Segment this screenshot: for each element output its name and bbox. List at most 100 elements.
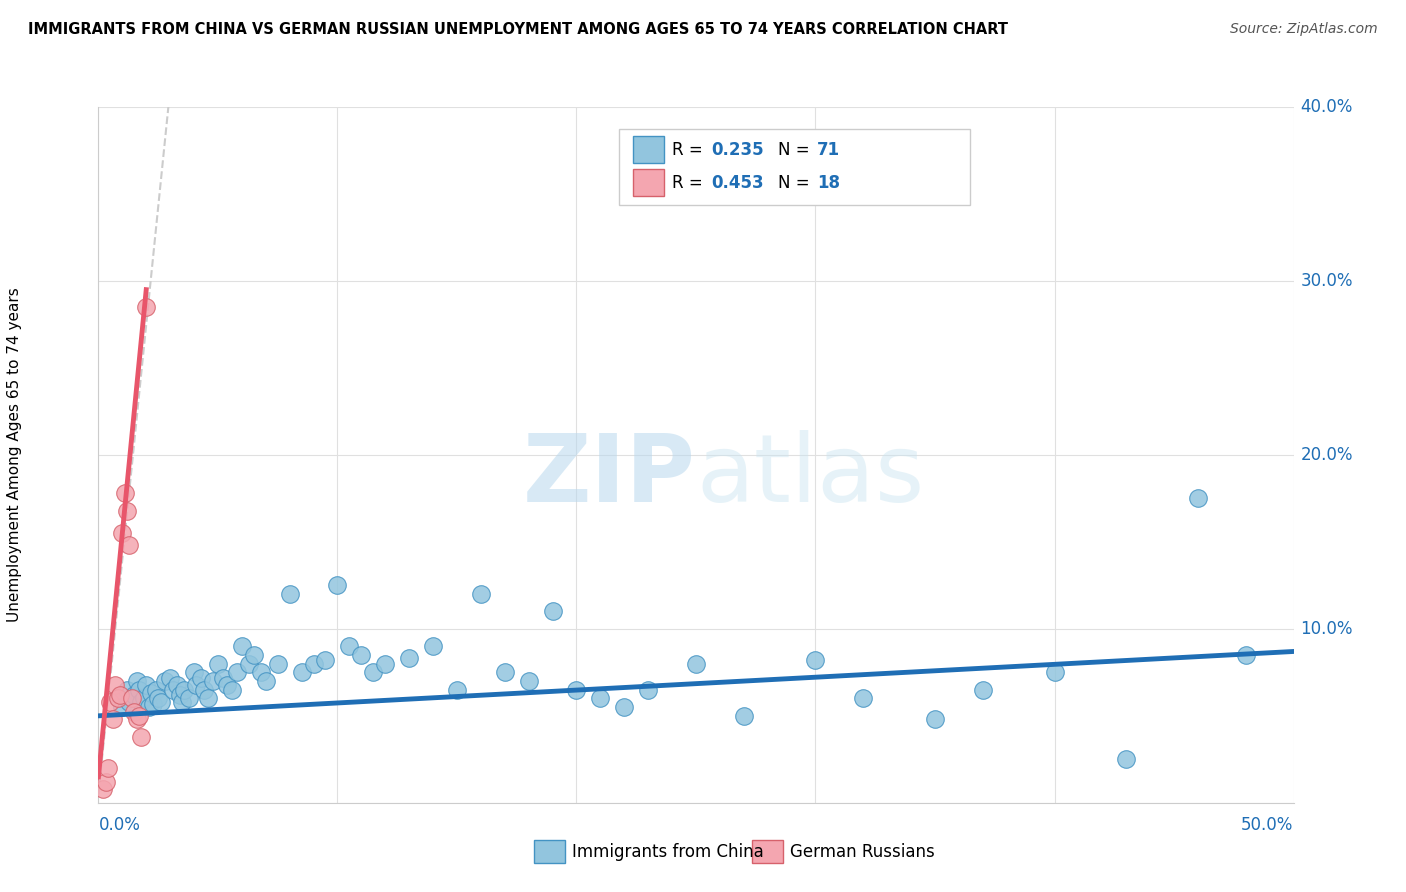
Point	[637, 682, 659, 697]
Point	[363, 665, 385, 680]
Point	[202, 674, 225, 689]
Point	[302, 657, 325, 671]
Point	[115, 682, 138, 697]
Text: R =: R =	[672, 141, 709, 159]
Point	[166, 677, 188, 691]
Point	[243, 648, 266, 662]
Point	[118, 695, 141, 709]
Text: Source: ZipAtlas.com: Source: ZipAtlas.com	[1230, 22, 1378, 37]
Point	[238, 657, 260, 671]
Point	[193, 682, 215, 697]
Point	[173, 682, 195, 697]
Point	[186, 677, 208, 691]
Point	[207, 657, 229, 671]
Text: 0.0%: 0.0%	[98, 816, 141, 834]
Point	[804, 653, 827, 667]
Text: 0.453: 0.453	[711, 174, 763, 192]
Point	[398, 651, 420, 665]
Point	[1115, 752, 1137, 766]
Point	[422, 639, 444, 653]
Point	[94, 775, 117, 789]
Point	[131, 730, 153, 744]
Point	[125, 674, 148, 689]
Text: R =: R =	[672, 174, 709, 192]
Point	[148, 691, 170, 706]
Point	[142, 697, 165, 711]
Point	[1234, 648, 1257, 662]
Point	[128, 682, 150, 697]
Point	[149, 695, 172, 709]
Point	[250, 665, 273, 680]
Text: 0.235: 0.235	[711, 141, 763, 159]
Text: N =: N =	[778, 174, 814, 192]
Point	[1187, 491, 1209, 506]
Point	[972, 682, 994, 697]
Point	[315, 653, 337, 667]
Point	[128, 708, 150, 723]
Point	[155, 674, 177, 689]
Point	[924, 712, 946, 726]
Point	[613, 700, 636, 714]
Point	[124, 706, 146, 720]
Point	[221, 682, 243, 697]
Point	[132, 691, 155, 706]
Point	[254, 674, 277, 689]
Text: ZIP: ZIP	[523, 430, 696, 522]
Text: 20.0%: 20.0%	[1301, 446, 1353, 464]
Point	[211, 671, 233, 685]
Point	[589, 691, 612, 706]
Point	[231, 639, 253, 653]
Point	[131, 695, 153, 709]
Point	[685, 657, 707, 671]
Text: Immigrants from China: Immigrants from China	[572, 843, 763, 861]
Point	[138, 700, 160, 714]
Point	[139, 686, 162, 700]
Point	[91, 781, 114, 796]
Text: Unemployment Among Ages 65 to 74 years: Unemployment Among Ages 65 to 74 years	[7, 287, 21, 623]
Point	[114, 486, 136, 500]
Point	[172, 695, 194, 709]
Point	[190, 671, 212, 685]
Text: atlas: atlas	[696, 430, 924, 522]
Point	[179, 691, 201, 706]
Point	[267, 657, 290, 671]
Point	[517, 674, 540, 689]
Point	[852, 691, 875, 706]
Point	[565, 682, 588, 697]
Point	[197, 691, 219, 706]
Point	[162, 682, 184, 697]
Point	[350, 648, 373, 662]
Point	[290, 665, 312, 680]
Text: 50.0%: 50.0%	[1241, 816, 1294, 834]
Point	[494, 665, 516, 680]
Text: 40.0%: 40.0%	[1301, 98, 1353, 116]
Text: 10.0%: 10.0%	[1301, 620, 1353, 638]
Point	[125, 712, 148, 726]
Point	[159, 671, 181, 685]
Point	[107, 691, 129, 706]
Point	[118, 538, 141, 552]
Point	[111, 526, 134, 541]
Point	[111, 700, 134, 714]
Point	[278, 587, 301, 601]
Point	[326, 578, 349, 592]
Text: IMMIGRANTS FROM CHINA VS GERMAN RUSSIAN UNEMPLOYMENT AMONG AGES 65 TO 74 YEARS C: IMMIGRANTS FROM CHINA VS GERMAN RUSSIAN …	[28, 22, 1008, 37]
Point	[104, 677, 127, 691]
Point	[733, 708, 755, 723]
Point	[107, 691, 129, 706]
Point	[470, 587, 492, 601]
Point	[374, 657, 396, 671]
Point	[115, 503, 138, 517]
Point	[226, 665, 249, 680]
Point	[124, 688, 146, 702]
Point	[108, 688, 131, 702]
Point	[1043, 665, 1066, 680]
Text: 30.0%: 30.0%	[1301, 272, 1353, 290]
Point	[446, 682, 468, 697]
Point	[97, 761, 120, 775]
Point	[101, 712, 124, 726]
Point	[183, 665, 205, 680]
Text: 71: 71	[817, 141, 839, 159]
Point	[135, 300, 157, 314]
Text: German Russians: German Russians	[790, 843, 935, 861]
